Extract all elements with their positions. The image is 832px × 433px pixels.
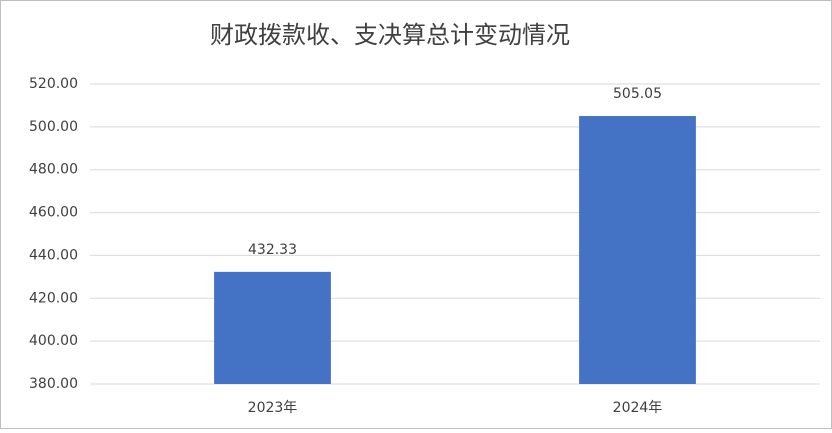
y-tick-label: 500.00 xyxy=(29,119,78,135)
bar xyxy=(214,271,331,384)
y-tick-label: 380.00 xyxy=(29,376,78,392)
y-tick-label: 480.00 xyxy=(29,162,78,178)
y-tick-label: 420.00 xyxy=(29,290,78,306)
x-tick-label: 2024年 xyxy=(613,400,663,416)
data-label: 432.33 xyxy=(248,242,297,258)
y-tick-label: 460.00 xyxy=(29,205,78,221)
chart-title: 财政拨款收、支决算总计变动情况 xyxy=(210,21,570,49)
bar xyxy=(579,116,696,385)
y-tick-label: 520.00 xyxy=(29,76,78,92)
y-tick-label: 440.00 xyxy=(29,247,78,263)
y-tick-label: 400.00 xyxy=(29,333,78,349)
data-label: 505.05 xyxy=(613,86,662,102)
x-tick-label: 2023年 xyxy=(248,400,298,416)
